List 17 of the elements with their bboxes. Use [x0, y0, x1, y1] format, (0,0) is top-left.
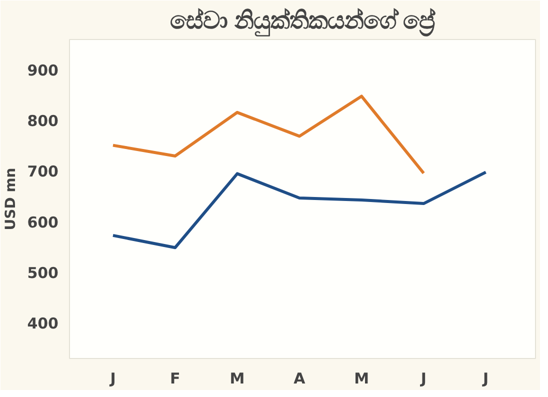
- y-tick-label: 700: [27, 162, 58, 181]
- y-tick-label: 900: [27, 61, 58, 80]
- x-tick-label: J: [482, 370, 489, 388]
- chart-title: සේවා නියුක්තිකයන්ගේ ප්‍රේ: [170, 6, 436, 36]
- y-tick-label: 400: [27, 314, 58, 333]
- x-tick-label: F: [170, 370, 180, 388]
- x-tick-label: J: [420, 370, 426, 388]
- x-tick-label: J: [109, 370, 116, 388]
- y-axis-title: USD mn: [3, 168, 20, 230]
- x-tick-label: M: [230, 370, 245, 388]
- line-series: [111, 94, 426, 175]
- y-tick-label: 800: [27, 112, 58, 130]
- x-tick-label: A: [294, 370, 306, 388]
- line-series: [111, 170, 488, 250]
- y-tick-label: 600: [27, 213, 58, 232]
- y-tick-label: 500: [27, 264, 58, 282]
- x-tick-label: M: [354, 370, 369, 388]
